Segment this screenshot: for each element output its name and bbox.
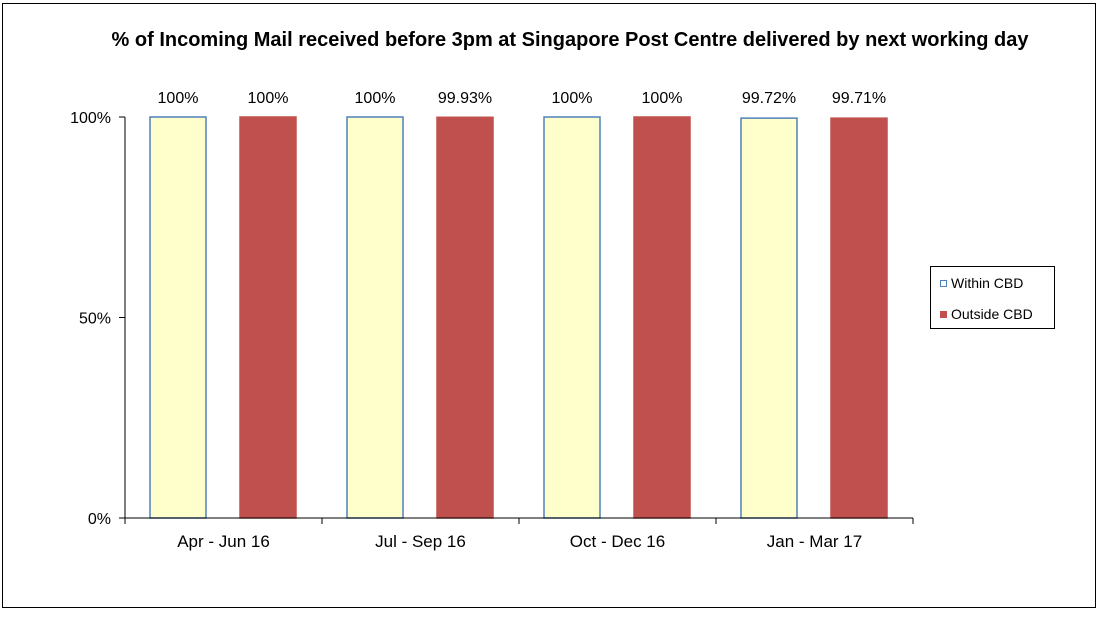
bar-outside-cbd-jan-mar-17 <box>830 117 888 519</box>
legend-swatch-outside-cbd <box>940 310 947 318</box>
bar-outside-cbd-oct-dec-16 <box>633 116 691 519</box>
x-tick-label-jul-sep-16: Jul - Sep 16 <box>375 532 466 551</box>
chart-legend: Within CBD Outside CBD <box>930 266 1055 329</box>
data-label-within-cbd-apr-jun-16: 100% <box>158 90 199 107</box>
data-label-within-cbd-jan-mar-17: 99.72% <box>742 90 796 107</box>
x-tick-label-apr-jun-16: Apr - Jun 16 <box>177 532 270 551</box>
data-label-outside-cbd-oct-dec-16: 100% <box>642 90 683 107</box>
bar-within-cbd-oct-dec-16 <box>543 116 601 519</box>
data-label-outside-cbd-jul-sep-16: 99.93% <box>438 90 492 107</box>
x-tick-label-jan-mar-17: Jan - Mar 17 <box>767 532 862 551</box>
x-tick-label-oct-dec-16: Oct - Dec 16 <box>570 532 665 551</box>
y-tick-label-50: 50% <box>79 311 111 328</box>
y-tick-label-0: 0% <box>88 511 111 528</box>
legend-item-outside-cbd: Outside CBD <box>940 305 1033 323</box>
data-label-outside-cbd-jan-mar-17: 99.71% <box>832 90 886 107</box>
data-label-within-cbd-oct-dec-16: 100% <box>552 90 593 107</box>
legend-label-within-cbd: Within CBD <box>951 275 1024 291</box>
legend-item-within-cbd: Within CBD <box>940 274 1023 292</box>
chart-title: % of Incoming Mail received before 3pm a… <box>111 29 1029 51</box>
bar-within-cbd-jul-sep-16 <box>346 116 404 519</box>
bar-within-cbd-apr-jun-16 <box>149 116 207 519</box>
bar-outside-cbd-jul-sep-16 <box>436 116 494 519</box>
bar-within-cbd-jan-mar-17 <box>740 117 798 519</box>
y-tick-label-100: 100% <box>70 110 111 127</box>
legend-label-outside-cbd: Outside CBD <box>951 306 1033 322</box>
data-label-within-cbd-jul-sep-16: 100% <box>355 90 396 107</box>
data-label-outside-cbd-apr-jun-16: 100% <box>248 90 289 107</box>
chart-frame <box>2 3 1096 608</box>
bar-outside-cbd-apr-jun-16 <box>239 116 297 519</box>
legend-swatch-within-cbd <box>940 279 947 287</box>
